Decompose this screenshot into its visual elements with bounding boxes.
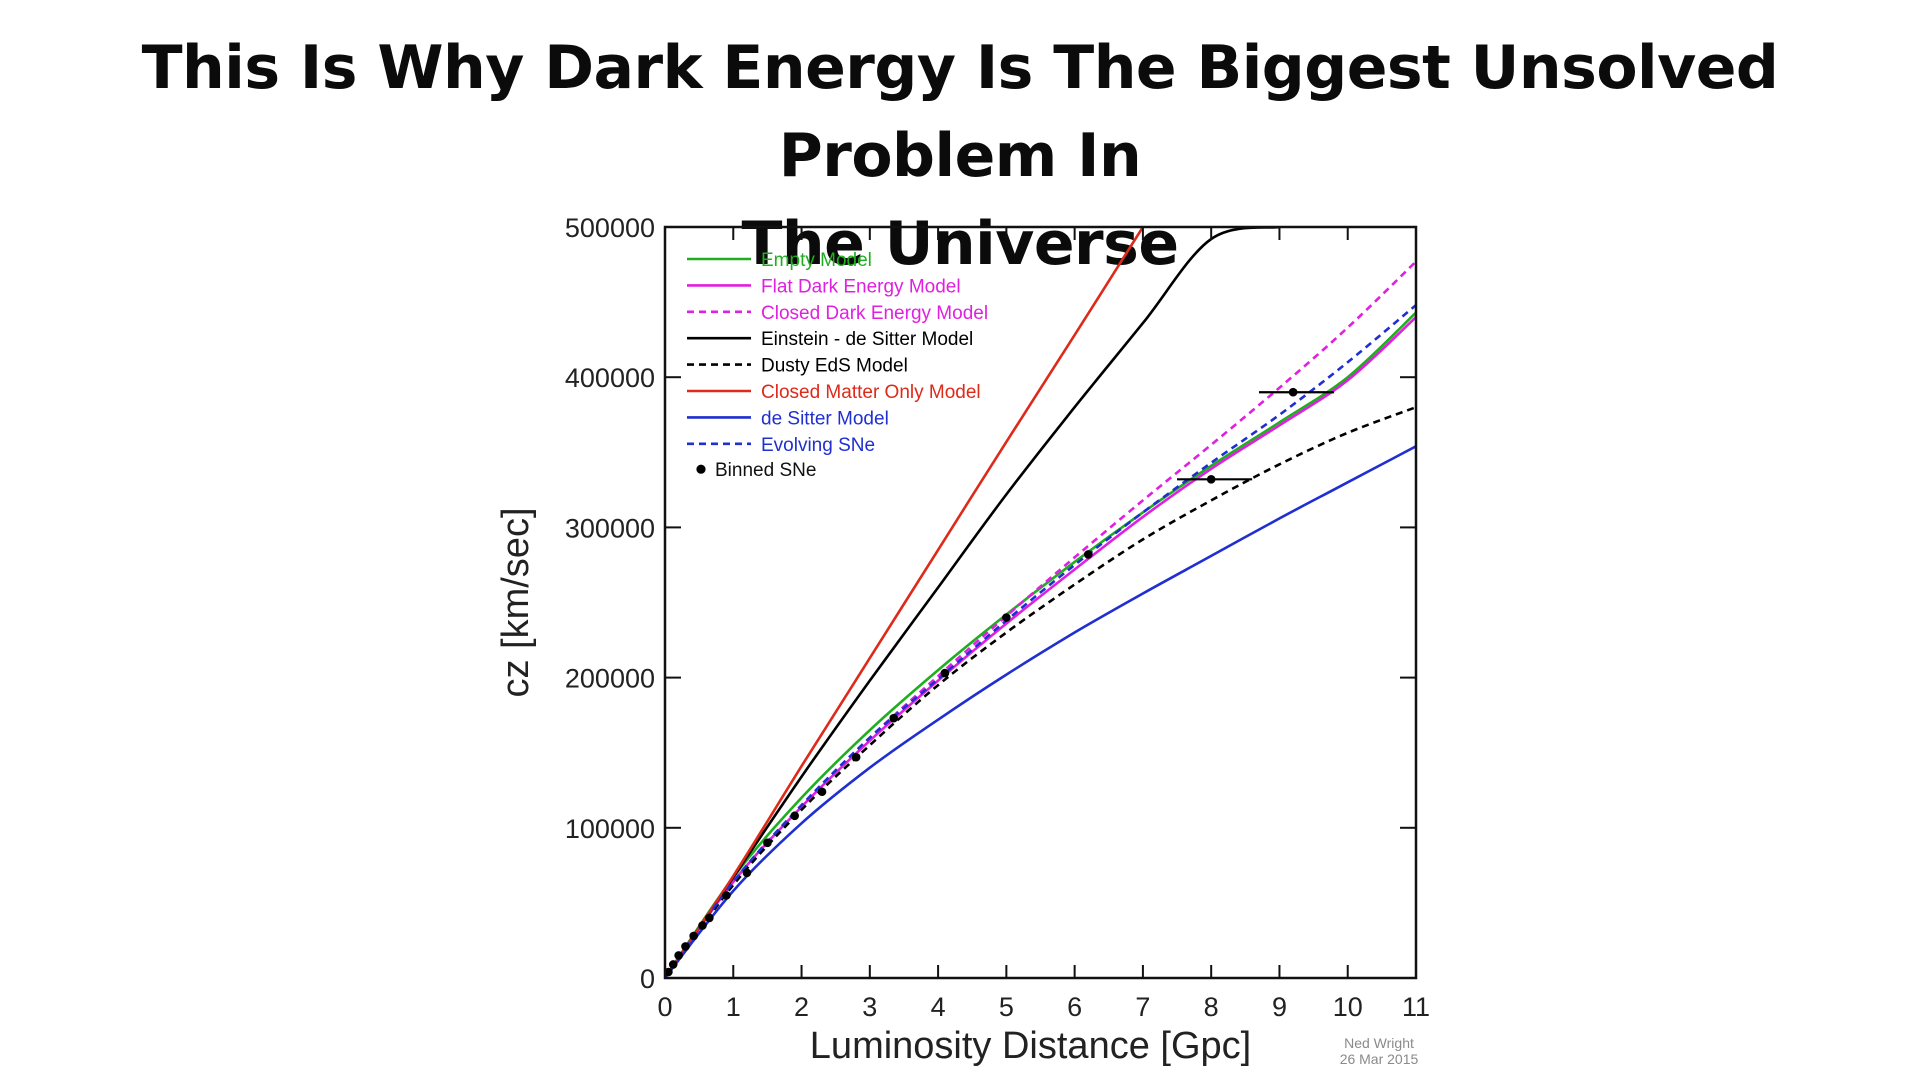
y-tick-label: 500000	[565, 213, 655, 243]
x-tick-label: 0	[657, 992, 672, 1022]
x-tick-label: 6	[1067, 992, 1082, 1022]
headline-line-1: This Is Why Dark Energy Is The Biggest U…	[141, 33, 1779, 191]
legend-label-closed-dark-energy-model: Closed Dark Energy Model	[761, 303, 988, 324]
y-tick-label: 400000	[565, 363, 655, 393]
binned-sne-point	[851, 752, 861, 762]
y-tick-label: 200000	[565, 664, 655, 694]
binned-sne-point	[722, 891, 731, 900]
legend-label-closed-matter-only-model: Closed Matter Only Model	[761, 382, 981, 403]
x-tick-label: 3	[862, 992, 877, 1022]
binned-sne-point	[889, 713, 899, 723]
ticks-layer: 0 1 2 3 4 5 6 7 8 9 10 11 0 100000 200000 300000 400000 5…	[565, 213, 1430, 1022]
y-tick-label: 300000	[565, 513, 655, 543]
series-line-evolving-sne	[665, 304, 1416, 978]
binned-sne-point	[1288, 387, 1298, 397]
x-tick-label: 1	[726, 992, 741, 1022]
x-axis-label: Luminosity Distance [Gpc]	[810, 1025, 1251, 1067]
legend-label-dusty-eds-model: Dusty EdS Model	[761, 356, 908, 377]
credit-date: 26 Mar 2015	[1340, 1051, 1419, 1067]
x-tick-label: 8	[1204, 992, 1219, 1022]
y-tick-label: 0	[640, 964, 655, 994]
legend-label-einstein-de-sitter-model: Einstein - de Sitter Model	[761, 329, 973, 350]
binned-sne-point	[742, 868, 752, 878]
x-tick-label: 2	[794, 992, 809, 1022]
legend-label-evolving-sne: Evolving SNe	[761, 435, 875, 456]
y-tick-label: 100000	[565, 814, 655, 844]
binned-sne-point	[665, 967, 673, 977]
binned-sne-point	[817, 787, 827, 797]
binned-sne-point	[705, 913, 714, 923]
legend-label-empty-model: Empty Model	[761, 250, 872, 271]
series-line-de-sitter-model	[665, 445, 1416, 978]
legend-label-de-sitter-model: de Sitter Model	[761, 408, 889, 429]
x-tick-label: 7	[1135, 992, 1150, 1022]
plot-layer	[665, 227, 1416, 978]
binned-sne-point	[698, 921, 707, 930]
headline: This Is Why Dark Energy Is The Biggest U…	[0, 24, 1920, 288]
plot-frame	[663, 225, 1418, 980]
legend-swatch-binned-sne	[696, 464, 706, 474]
binned-sne-point	[1206, 475, 1216, 484]
binned-sne-point	[1002, 613, 1011, 622]
y-axis-label: cz [km/sec]	[495, 507, 537, 697]
legend-label-flat-dark-energy-model: Flat Dark Energy Model	[761, 276, 961, 297]
series-line-closed-matter-only-model	[665, 227, 1144, 978]
x-tick-label: 5	[999, 992, 1014, 1022]
binned-sne-point	[1083, 550, 1093, 559]
binned-sne-point	[763, 838, 772, 848]
binned-sne-point	[681, 942, 690, 951]
binned-sne-point	[689, 931, 698, 941]
binned-sne-point	[668, 960, 678, 969]
binned-sne-point	[674, 951, 683, 960]
legend-label-binned-sne: Binned SNe	[715, 460, 816, 481]
x-tick-label: 10	[1333, 992, 1363, 1022]
binned-sne-point	[790, 811, 800, 821]
series-line-einstein-de-sitter-model	[665, 227, 1280, 978]
x-tick-label: 11	[1402, 992, 1430, 1022]
binned-sne-point	[940, 668, 950, 678]
credit-author: Ned Wright	[1344, 1035, 1414, 1051]
headline-line-2: The Universe	[741, 209, 1179, 279]
series-line-empty-model	[665, 311, 1416, 978]
legend: Empty Model Flat Dark Energy Model Closed …	[687, 250, 988, 481]
series-line-dusty-eds-model	[665, 405, 1416, 978]
x-tick-label: 4	[931, 992, 946, 1022]
x-tick-label: 9	[1272, 992, 1287, 1022]
